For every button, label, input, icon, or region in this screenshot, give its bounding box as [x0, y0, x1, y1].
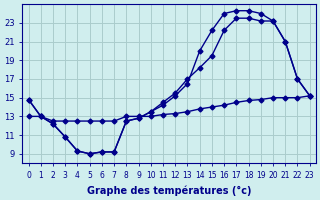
X-axis label: Graphe des températures (°c): Graphe des températures (°c): [87, 185, 252, 196]
